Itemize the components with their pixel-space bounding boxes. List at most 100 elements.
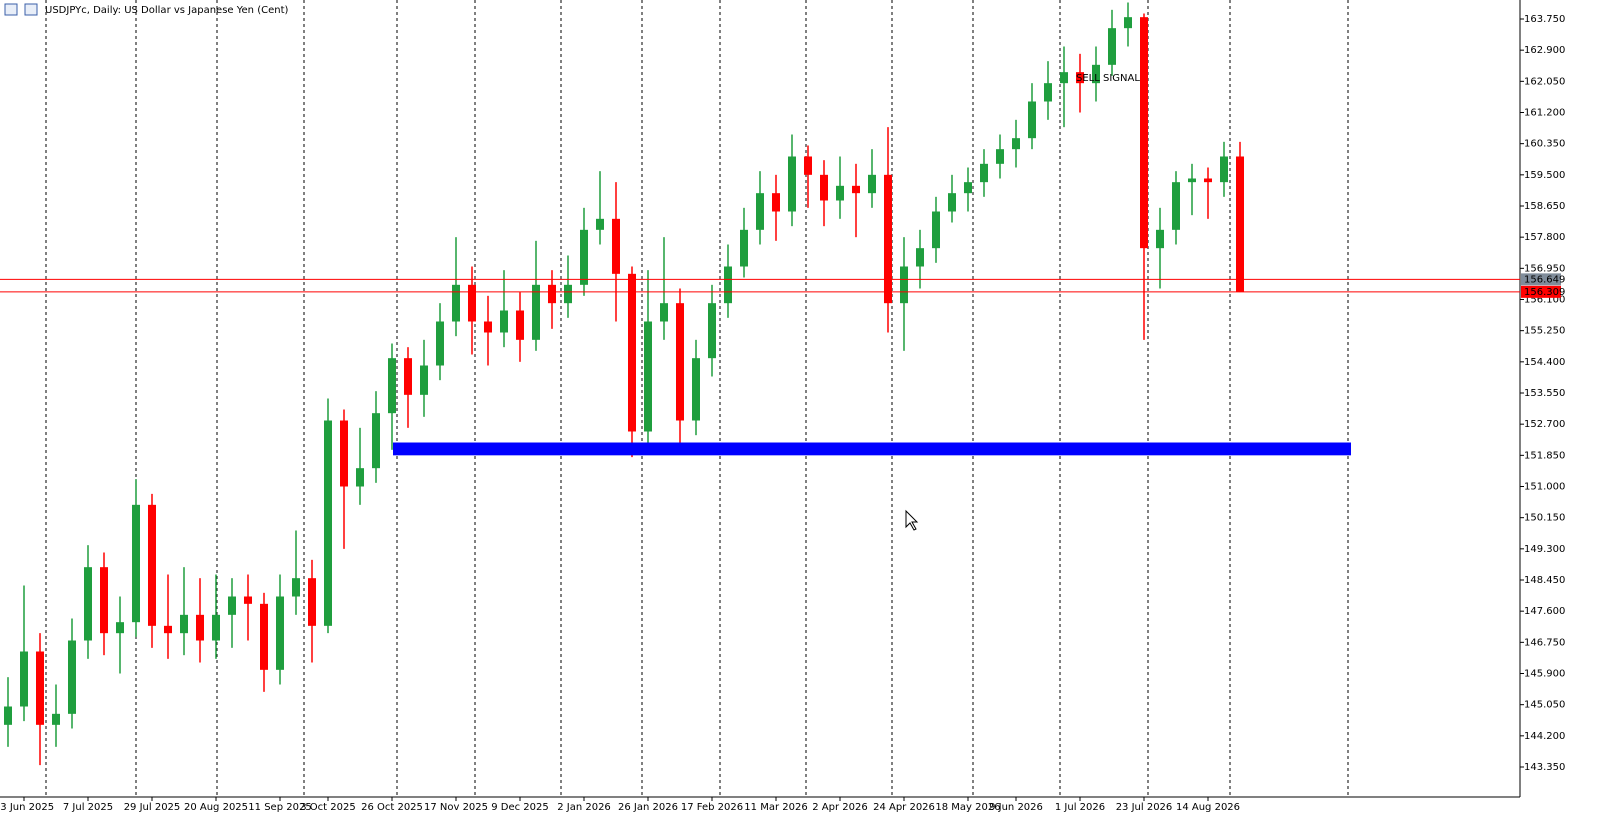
y-tick-label: 147.600 <box>1524 606 1565 617</box>
candle-body <box>724 266 732 304</box>
candle-body <box>4 706 12 725</box>
x-tick-label: 11 Sep 2025 <box>248 802 311 813</box>
candle-body <box>676 303 684 421</box>
annotation: SELL SIGNAL <box>1076 73 1140 84</box>
candle-body <box>564 284 572 304</box>
y-tick-label: 155.250 <box>1524 326 1565 337</box>
x-tick-label: 26 Oct 2025 <box>361 802 423 813</box>
x-tick-label: 29 Jul 2025 <box>124 802 181 813</box>
x-tick-label: 13 Jun 2025 <box>0 802 54 813</box>
price-level-box <box>1521 273 1561 286</box>
x-tick-label: 17 Feb 2026 <box>681 802 743 813</box>
candle-body <box>628 273 636 432</box>
candle-body <box>596 218 604 230</box>
candle-body <box>36 651 44 725</box>
candle-body <box>180 614 188 634</box>
candle-body <box>788 156 796 212</box>
candle-body <box>1012 138 1020 150</box>
y-tick-label: 151.850 <box>1524 450 1565 461</box>
candle-body <box>484 321 492 333</box>
support-zone <box>393 442 1351 456</box>
candle-body <box>1044 83 1052 102</box>
candle-body <box>164 625 172 634</box>
candle-body <box>708 303 716 359</box>
x-tick-label: 14 Aug 2026 <box>1176 802 1240 813</box>
candle-body <box>948 193 956 212</box>
x-tick-label: 11 Mar 2026 <box>744 802 807 813</box>
candle-body <box>340 420 348 487</box>
x-tick-label: 18 May 2026 <box>935 802 1000 813</box>
separators <box>45 0 1349 797</box>
y-tick-label: 145.050 <box>1524 700 1565 711</box>
y-tick-label: 158.650 <box>1524 201 1565 212</box>
candle-body <box>884 174 892 304</box>
candle-body <box>452 284 460 322</box>
y-tick-label: 143.350 <box>1524 762 1565 773</box>
candle-body <box>228 596 236 615</box>
toolbar-icons[interactable] <box>4 3 38 16</box>
candle-body <box>660 303 668 322</box>
candle-body <box>468 284 476 322</box>
candle-body <box>1092 64 1100 84</box>
candle-body <box>52 713 60 725</box>
x-tick-label: 20 Aug 2025 <box>184 802 248 813</box>
candle-body <box>500 310 508 333</box>
candle-body <box>324 420 332 626</box>
y-tick-label: 162.900 <box>1524 45 1565 56</box>
candle-body <box>580 229 588 285</box>
x-tick-label: 7 Jul 2025 <box>63 802 113 813</box>
candle-body <box>900 266 908 304</box>
candle-body <box>772 193 780 212</box>
candle-body <box>308 578 316 626</box>
candle-body <box>996 149 1004 164</box>
candle-body <box>964 182 972 194</box>
price-level-box <box>1521 285 1561 298</box>
candle-body <box>1076 72 1084 84</box>
candle-body <box>116 622 124 634</box>
y-tick-label: 159.500 <box>1524 170 1565 181</box>
y-tick-label: 150.150 <box>1524 513 1565 524</box>
candle-body <box>740 229 748 267</box>
candle-body <box>68 640 76 714</box>
y-tick-label: 160.350 <box>1524 139 1565 150</box>
mouse-cursor <box>905 509 919 531</box>
y-tick-label: 162.050 <box>1524 76 1565 87</box>
candle-body <box>916 248 924 267</box>
candle-body <box>868 174 876 194</box>
candle-body <box>1236 156 1244 292</box>
candle-body <box>260 603 268 670</box>
candle-body <box>1060 72 1068 84</box>
price-level-label: 156.309 <box>1524 287 1565 298</box>
candle-body <box>196 614 204 641</box>
y-tick-label: 161.200 <box>1524 107 1565 118</box>
x-tick-label: 26 Jan 2026 <box>618 802 678 813</box>
x-tick-label: 9 Jun 2026 <box>989 802 1043 813</box>
candle-body <box>820 174 828 201</box>
candle-body <box>516 310 524 340</box>
y-tick-label: 154.400 <box>1524 357 1565 368</box>
candle-body <box>980 163 988 183</box>
candle-body <box>292 578 300 597</box>
y-tick-label: 145.900 <box>1524 669 1565 680</box>
candle-body <box>276 596 284 670</box>
candle-body <box>692 358 700 421</box>
candle-body <box>1028 101 1036 139</box>
candle-body <box>436 321 444 366</box>
y-tick-label: 144.200 <box>1524 731 1565 742</box>
y-tick-label: 163.750 <box>1524 14 1565 25</box>
candle-body <box>356 468 364 487</box>
candle-body <box>372 413 380 469</box>
candle-body <box>1204 178 1212 183</box>
y-tick-label: 148.450 <box>1524 575 1565 586</box>
y-tick-label: 146.750 <box>1524 637 1565 648</box>
candle-body <box>404 358 412 395</box>
plot <box>4 2 1351 766</box>
candle-body <box>100 567 108 634</box>
x-tick-label: 23 Jul 2026 <box>1116 802 1173 813</box>
price-level-label: 156.649 <box>1524 274 1565 285</box>
candle-body <box>836 185 844 201</box>
candle-body <box>420 365 428 395</box>
candle-body <box>1108 28 1116 65</box>
candle-body <box>612 218 620 274</box>
